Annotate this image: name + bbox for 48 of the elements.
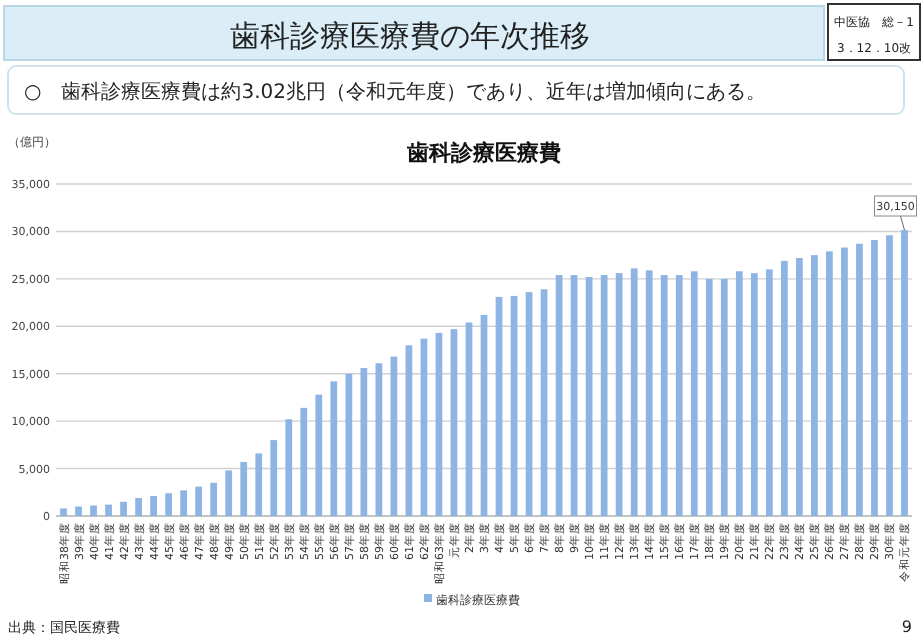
bar xyxy=(871,239,878,516)
bar xyxy=(886,235,893,516)
bar xyxy=(60,508,67,516)
bar xyxy=(225,470,233,516)
bar xyxy=(720,278,728,516)
bar xyxy=(375,363,383,516)
bar xyxy=(901,230,908,516)
bar xyxy=(360,368,368,516)
bar xyxy=(75,506,82,516)
bar xyxy=(826,251,833,516)
bar xyxy=(615,273,623,516)
bar xyxy=(585,276,593,516)
bar xyxy=(240,461,248,516)
bar xyxy=(645,270,653,516)
bar xyxy=(841,247,848,516)
bar xyxy=(735,271,743,516)
bar xyxy=(195,486,203,516)
bar xyxy=(300,407,308,516)
text: ○ 歯科診療医療費は約3.02兆円（令和元年度）であり、近年は増加傾向にある。 xyxy=(24,80,766,104)
text: 9 xyxy=(901,618,912,636)
bar xyxy=(705,278,713,516)
bar xyxy=(255,453,263,516)
bar xyxy=(780,260,788,516)
bar xyxy=(660,275,668,516)
bar xyxy=(105,504,112,516)
bar xyxy=(180,490,188,516)
bar xyxy=(811,255,818,516)
bar xyxy=(90,505,97,516)
bar xyxy=(765,269,773,516)
bar xyxy=(675,275,683,516)
bar xyxy=(120,501,127,516)
bar xyxy=(270,440,278,516)
bar xyxy=(285,419,293,516)
bar xyxy=(795,257,803,516)
text: 歯科診療医療費の年次推移 xyxy=(230,18,590,54)
bar xyxy=(750,273,758,516)
bar xyxy=(330,381,338,516)
bar xyxy=(600,275,608,516)
bar xyxy=(630,268,638,516)
bar xyxy=(315,394,323,516)
bar xyxy=(165,493,173,516)
bar xyxy=(345,373,353,516)
bar xyxy=(150,496,157,516)
bar xyxy=(135,497,142,516)
chart-title: 歯科診療医療費 xyxy=(405,140,561,166)
bar xyxy=(856,243,863,516)
bar xyxy=(690,271,698,516)
bar xyxy=(210,482,218,516)
